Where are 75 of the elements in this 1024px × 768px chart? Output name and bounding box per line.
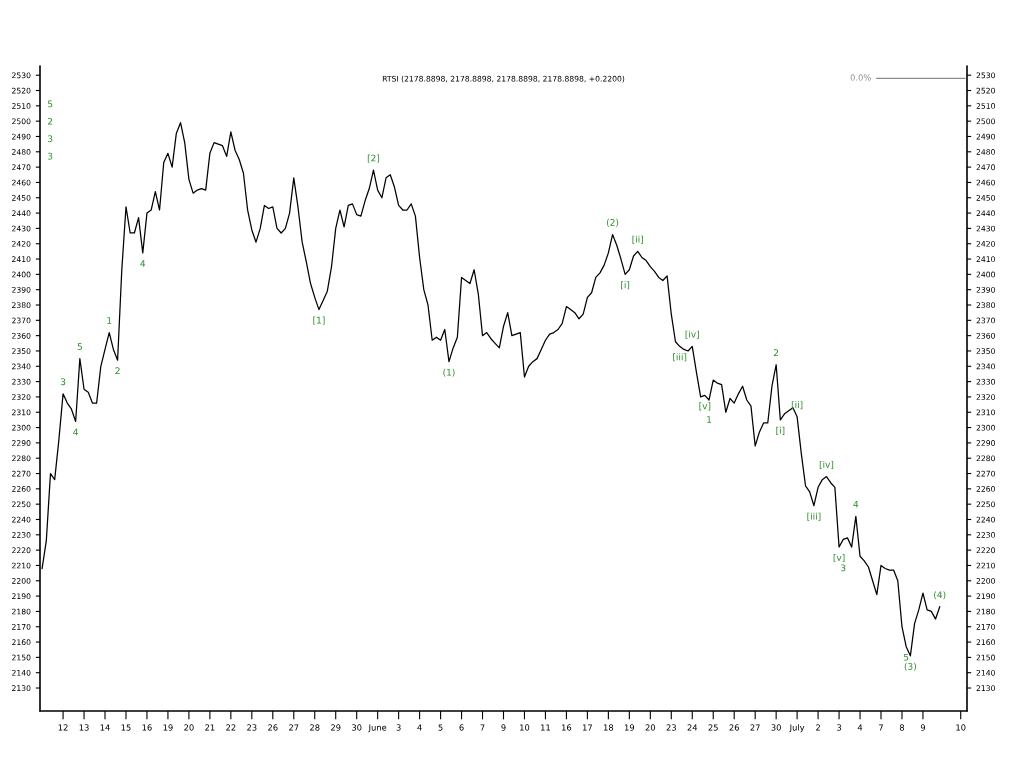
annotation: [i] (621, 281, 630, 290)
annotation: 4 (853, 501, 859, 508)
x-tick-label: 26 (268, 724, 278, 731)
x-tick-label: 16 (562, 724, 572, 731)
annotation: [2] (367, 154, 380, 163)
x-tick-label: 4 (857, 724, 863, 731)
annotation: 5 (48, 100, 53, 108)
x-tick-label: 4 (417, 724, 422, 731)
x-tick-label: 3 (396, 724, 401, 731)
x-tick-label: 16 (142, 724, 152, 731)
x-tick-label: 3 (837, 724, 842, 731)
annotation: 3 (48, 152, 53, 160)
x-tick-label: 12 (58, 724, 68, 731)
x-tick-label: 27 (289, 724, 299, 731)
annotation: 4 (140, 260, 146, 267)
x-tick-label: 9 (920, 724, 926, 731)
x-tick-label: 10 (520, 724, 530, 731)
annotation: [v] (833, 554, 845, 563)
x-tick-label: 9 (501, 724, 506, 731)
annotation: 1 (107, 317, 112, 324)
annotation: 3 (48, 135, 53, 143)
annotation: (4) (934, 591, 946, 600)
x-tick-label: 15 (121, 724, 131, 731)
x-tick-label: 24 (687, 724, 698, 731)
annotation: [1] (313, 316, 325, 325)
x-tick-label: 17 (583, 724, 592, 731)
x-tick-label: 13 (79, 724, 89, 731)
x-tick-label: 19 (163, 724, 173, 731)
annotation: [iii] (673, 353, 687, 362)
x-tick-label: 27 (750, 724, 760, 731)
annotation: 2 (773, 349, 779, 356)
x-tick-label: 5 (438, 724, 443, 731)
annotation: [iii] (807, 512, 821, 521)
annotation: [ii] (632, 235, 643, 244)
x-tick-label: 8 (899, 724, 905, 731)
annotation: [i] (776, 426, 785, 435)
series-label: 0.0% (850, 74, 871, 81)
x-tick-label: 26 (729, 724, 739, 731)
annotation: [v] (699, 402, 711, 411)
x-tick-label: 18 (603, 724, 614, 731)
annotation: 3 (841, 564, 846, 572)
annotation: (2) (606, 218, 619, 227)
x-tick-label: 2 (816, 724, 820, 731)
annotation: 2 (115, 367, 120, 374)
x-tick-label: 20 (645, 724, 656, 731)
annotation: (3) (904, 662, 916, 671)
annotation: [iv] (685, 330, 699, 339)
x-tick-label: 11 (541, 724, 550, 731)
x-tick-label: 25 (708, 724, 718, 731)
x-tick-label: 29 (331, 724, 341, 731)
x-tick-label: 7 (879, 724, 883, 731)
annotation: 5 (77, 343, 82, 350)
annotation: 4 (73, 428, 79, 436)
x-tick-label: June (368, 724, 387, 733)
x-tick-label: 20 (184, 724, 194, 731)
x-tick-label: July (789, 724, 805, 733)
annotation: [ii] (791, 401, 803, 410)
x-tick-label: 30 (771, 724, 781, 731)
x-tick-label: 23 (666, 724, 676, 731)
annotation: 5 (904, 653, 909, 661)
x-tick-label: 19 (624, 724, 635, 731)
annotation: (1) (443, 368, 455, 377)
x-tick-label: 7 (480, 724, 485, 731)
x-tick-label: 30 (352, 724, 362, 731)
annotation: 3 (60, 378, 66, 386)
annotation: 2 (47, 117, 53, 125)
x-tick-label: 21 (205, 724, 215, 731)
x-tick-label: 6 (459, 724, 464, 731)
x-tick-label: 10 (956, 724, 966, 731)
x-tick-label: 22 (226, 724, 236, 731)
annotation: 1 (707, 416, 712, 423)
x-tick-label: 14 (100, 724, 110, 731)
annotation: [iv] (819, 460, 834, 469)
x-tick-label: 28 (310, 724, 320, 731)
x-tick-label: 23 (247, 724, 257, 731)
